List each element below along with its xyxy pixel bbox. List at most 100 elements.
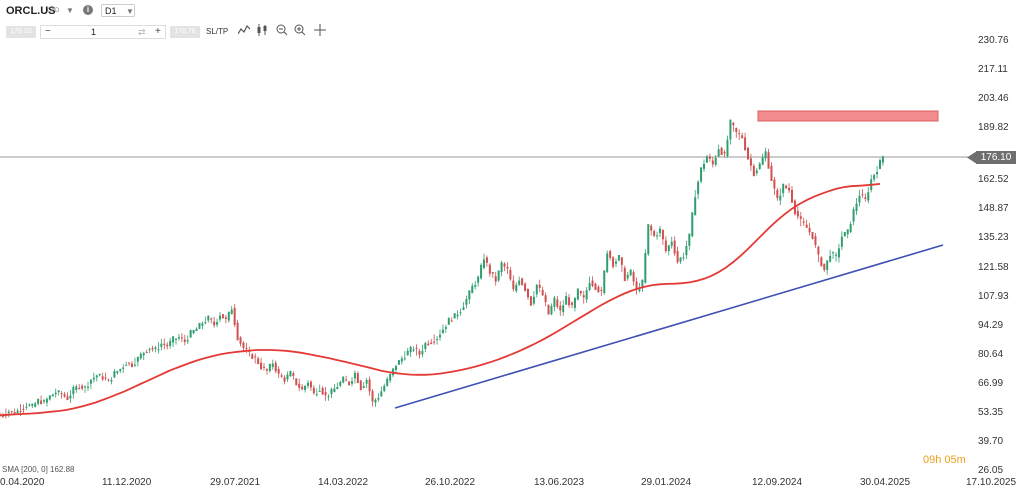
candle-body (485, 257, 488, 263)
quantity-stepper[interactable]: − 1 ⇄ + (40, 25, 166, 39)
buy-price: 176.78 (174, 28, 196, 35)
candle-body (837, 248, 840, 258)
candle-body (726, 139, 729, 157)
candle-body (609, 251, 612, 258)
date-tick: 0.04.2020 (0, 477, 45, 488)
candle-body (183, 339, 186, 342)
candle-body (629, 269, 632, 276)
candle-body (224, 317, 227, 319)
candle-body (703, 163, 705, 169)
timeframe-select[interactable]: D1 ▼ (101, 4, 135, 17)
line-chart-icon[interactable] (237, 24, 251, 40)
candle-body (441, 329, 444, 334)
current-price-tag: 176.10 (976, 151, 1016, 164)
candle-body (755, 170, 758, 174)
candle-body (210, 318, 213, 320)
candle-body (418, 351, 421, 355)
candle-body (714, 157, 717, 165)
candle-body (747, 147, 749, 160)
sell-price-button[interactable]: 176.10 (6, 26, 36, 38)
candles-icon[interactable] (256, 24, 268, 40)
candle-body (527, 288, 529, 298)
candle-body (659, 228, 661, 234)
date-tick: 12.09.2024 (752, 477, 803, 488)
buy-price-button[interactable]: 176.78 (170, 26, 200, 38)
quantity-value[interactable]: 1 (91, 27, 97, 37)
candle-body (104, 377, 107, 379)
candle-body (776, 189, 779, 199)
candle-body (667, 245, 670, 252)
candle-body (95, 375, 98, 378)
candle-body (738, 133, 741, 135)
price-tick: 94.29 (978, 320, 1004, 331)
candle-body (661, 229, 664, 240)
candle-body (230, 309, 233, 315)
indicator-legend[interactable]: SMA [200, 0] 162.88 (2, 465, 75, 474)
candle-body (521, 278, 524, 286)
crosshair-icon[interactable] (314, 24, 326, 40)
swap-icon[interactable]: ⇄ (138, 27, 146, 37)
candle-body (345, 379, 348, 381)
candle-body (324, 392, 327, 396)
candle-body (148, 349, 151, 351)
timeframe-value: D1 (105, 6, 117, 16)
candle-body (274, 362, 277, 372)
candle-body (221, 314, 224, 319)
candle-body (280, 375, 283, 377)
candle-body (128, 362, 131, 364)
candle-body (588, 283, 591, 290)
candle-body (553, 297, 556, 307)
zoom-in-icon[interactable] (294, 24, 306, 40)
candle-body (735, 127, 738, 133)
candle-body (136, 356, 139, 362)
candle-body (638, 289, 641, 292)
info-icon[interactable]: i (83, 5, 93, 15)
candle-body (802, 221, 805, 223)
candle-body (585, 290, 588, 300)
candle-body (204, 322, 207, 324)
date-tick: 11.12.2020 (102, 477, 152, 488)
plus-button[interactable]: + (155, 26, 161, 37)
zoom-out-icon[interactable] (276, 24, 288, 40)
candle-body (298, 383, 301, 388)
candle-body (626, 274, 629, 279)
candle-body (632, 272, 635, 282)
candle-body (500, 262, 503, 273)
candle-body (459, 312, 462, 314)
candle-body (48, 395, 51, 400)
candle-body (169, 340, 172, 346)
symbol-dropdown-icon[interactable]: ▼ (66, 6, 74, 15)
candle-body (260, 362, 263, 369)
candle-body (864, 197, 867, 199)
symbol-label[interactable]: ORCL.US (6, 5, 56, 17)
price-tick: 189.82 (978, 122, 1009, 133)
candle-body (263, 366, 265, 368)
minus-button[interactable]: − (45, 26, 51, 37)
candle-body (761, 157, 764, 165)
candle-body (491, 272, 494, 274)
candle-body (219, 315, 221, 320)
candle-body (69, 395, 72, 399)
candle-body (362, 386, 365, 388)
price-tick: 39.70 (978, 436, 1004, 447)
candle-body (685, 245, 688, 256)
candle-body (791, 189, 793, 203)
candle-body (295, 378, 298, 386)
candle-body (40, 400, 43, 405)
candle-body (691, 212, 694, 237)
candle-body (81, 385, 84, 389)
candle-body (10, 411, 13, 413)
candle-body (653, 231, 656, 236)
candle-body (383, 385, 386, 392)
candle-body (268, 363, 271, 372)
candle-body (623, 267, 626, 282)
candle-body (594, 283, 597, 290)
sl-tp-button[interactable]: SL/TP (206, 27, 229, 36)
candle-body (620, 257, 623, 265)
price-tag-arrow-icon (967, 151, 977, 164)
price-tick: 162.52 (978, 174, 1009, 185)
candle-body (483, 259, 485, 268)
candle-body (826, 260, 829, 270)
candle-body (301, 386, 304, 390)
